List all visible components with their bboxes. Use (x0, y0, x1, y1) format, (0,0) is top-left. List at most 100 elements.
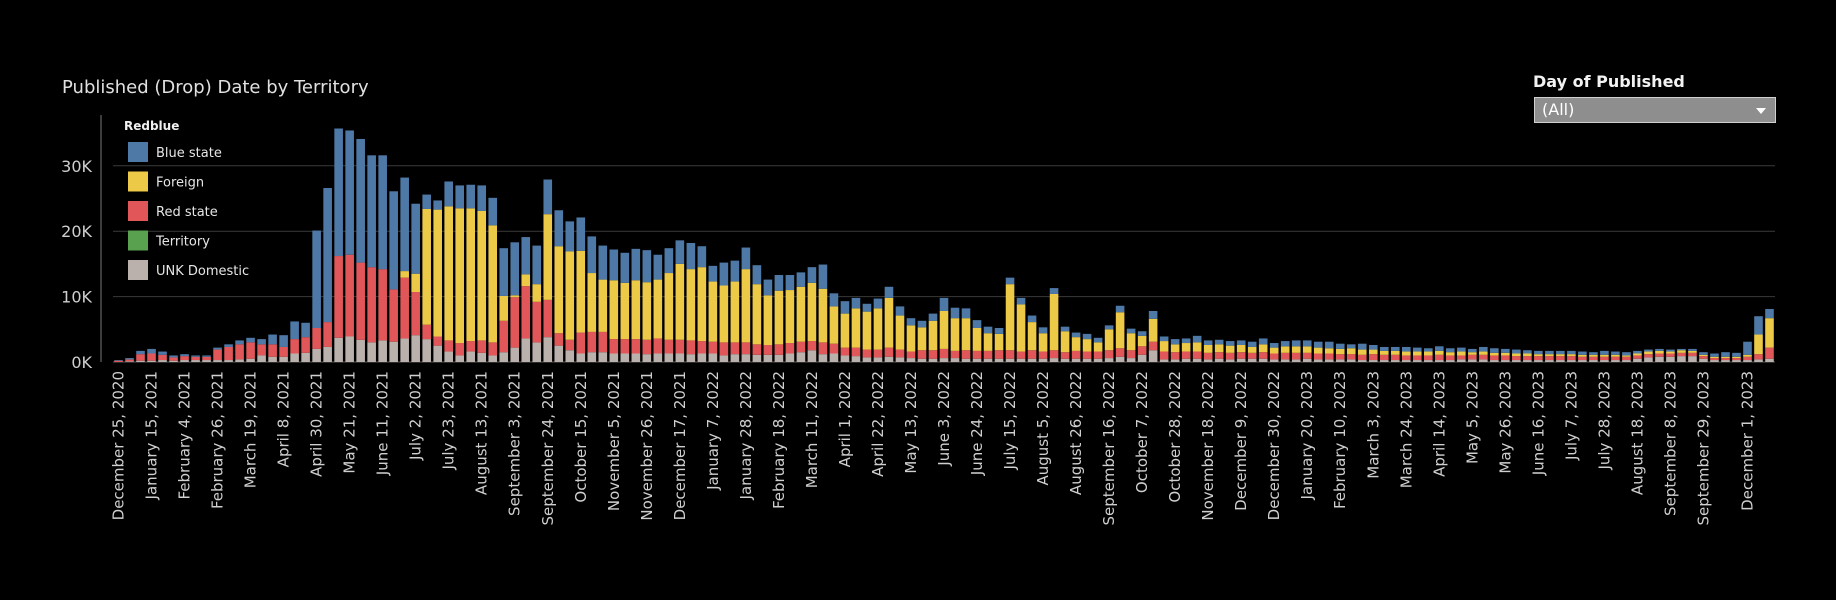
bar-segment (1335, 343, 1345, 349)
bar-segment (1346, 354, 1356, 360)
bar-segment (653, 338, 663, 354)
bar-segment (1379, 360, 1389, 362)
x-tick-label: May 5, 2023 (1463, 371, 1481, 464)
legend-label: Foreign (156, 176, 204, 191)
bar-segment (1512, 349, 1521, 354)
bar-segment (488, 197, 498, 226)
bar-segment (840, 313, 850, 348)
bar-segment (1644, 349, 1653, 352)
bar-segment (906, 358, 916, 362)
bar-segment (1622, 356, 1631, 361)
bar-segment (1666, 356, 1675, 362)
bar-segment (433, 336, 442, 346)
bar-segment (1181, 343, 1191, 352)
bar-segment (1049, 288, 1059, 294)
bar-segment (631, 339, 641, 354)
bar-segment (840, 347, 850, 356)
bar-segment (1170, 339, 1180, 345)
bar-segment (1401, 360, 1411, 362)
bar-segment (1721, 356, 1730, 359)
bar-segment (1225, 359, 1235, 362)
y-tick-label: 30K (61, 157, 92, 176)
day-of-published-select[interactable]: (All) (1534, 97, 1776, 123)
bar-segment (1324, 353, 1334, 360)
bar-segment (1313, 347, 1323, 354)
bar-segment (1379, 350, 1389, 355)
bar-segment (653, 254, 663, 280)
bar-segment (455, 208, 465, 344)
bar-segment (1754, 316, 1763, 335)
bar-segment (664, 339, 674, 354)
bar-segment (1699, 356, 1708, 359)
bar-segment (1677, 350, 1686, 353)
x-tick-label: May 13, 2022 (902, 371, 920, 474)
bar-segment (1457, 347, 1466, 352)
bar-segment (1556, 360, 1565, 362)
bar-segment (1357, 349, 1367, 355)
bar-segment (1501, 348, 1510, 353)
bar-segment (598, 279, 608, 332)
bar-segment (697, 341, 707, 354)
bar-segment (1192, 358, 1202, 362)
bar-segment (1280, 346, 1290, 353)
bar-segment (1435, 350, 1444, 355)
bar-segment (422, 339, 431, 362)
bar-segment (708, 265, 718, 282)
bar-segment (1534, 350, 1543, 355)
bar-segment (675, 240, 685, 264)
bar-segment (1126, 350, 1136, 359)
bar-segment (1280, 352, 1290, 360)
bar-segment (356, 339, 365, 362)
bar-segment (1424, 348, 1433, 352)
bar-segment (433, 209, 442, 337)
bar-segment (642, 354, 652, 362)
legend-label: Territory (155, 235, 210, 250)
bar-segment (554, 246, 564, 334)
bar-segment (1335, 348, 1345, 355)
bar-segment (466, 351, 476, 362)
bar-segment (1622, 360, 1631, 362)
bar-segment (1611, 351, 1620, 355)
x-tick-label: January 28, 2022 (737, 371, 755, 500)
bar-segment (147, 353, 156, 361)
bar-segment (1148, 350, 1158, 362)
bar-segment (532, 301, 542, 343)
bar-segment (202, 356, 211, 361)
bar-segment (1622, 355, 1631, 357)
bar-segment (532, 245, 542, 285)
x-tick-label: February 10, 2023 (1331, 371, 1349, 509)
x-tick-label: February 18, 2022 (770, 371, 788, 509)
bar-segment (752, 354, 762, 362)
x-tick-label: July 2, 2021 (407, 371, 425, 461)
bar-segment (477, 185, 487, 211)
bar-segment (334, 128, 343, 257)
bar-segment (1302, 340, 1312, 347)
bar-segment (246, 342, 255, 359)
bar-segment (1754, 334, 1763, 355)
bar-segment (1236, 352, 1246, 359)
bar-segment (1049, 350, 1059, 359)
bar-segment (1600, 356, 1609, 361)
x-tick-label: October 28, 2022 (1166, 371, 1184, 503)
bar-segment (180, 354, 189, 357)
x-tick-label: July 23, 2021 (440, 371, 458, 471)
bar-segment (1633, 355, 1642, 359)
bar-segment (1765, 358, 1774, 362)
legend-swatch (128, 230, 148, 251)
bar-segment (1247, 341, 1257, 347)
bar-segment (840, 301, 850, 314)
bar-segment (1754, 354, 1763, 360)
bar-segment (444, 351, 453, 362)
bar-segment (1269, 359, 1279, 362)
bar-segment (939, 348, 949, 359)
bar-segment (1115, 356, 1125, 362)
bar-segment (411, 292, 420, 336)
bar-segment (1401, 346, 1411, 352)
bar-segment (785, 353, 795, 362)
chevron-down-icon (1756, 108, 1766, 114)
bar-segment (1611, 360, 1620, 362)
bar-segment (1611, 354, 1620, 357)
bar-segment (543, 337, 553, 362)
bar-segment (235, 340, 244, 345)
bar-segment (763, 344, 773, 355)
